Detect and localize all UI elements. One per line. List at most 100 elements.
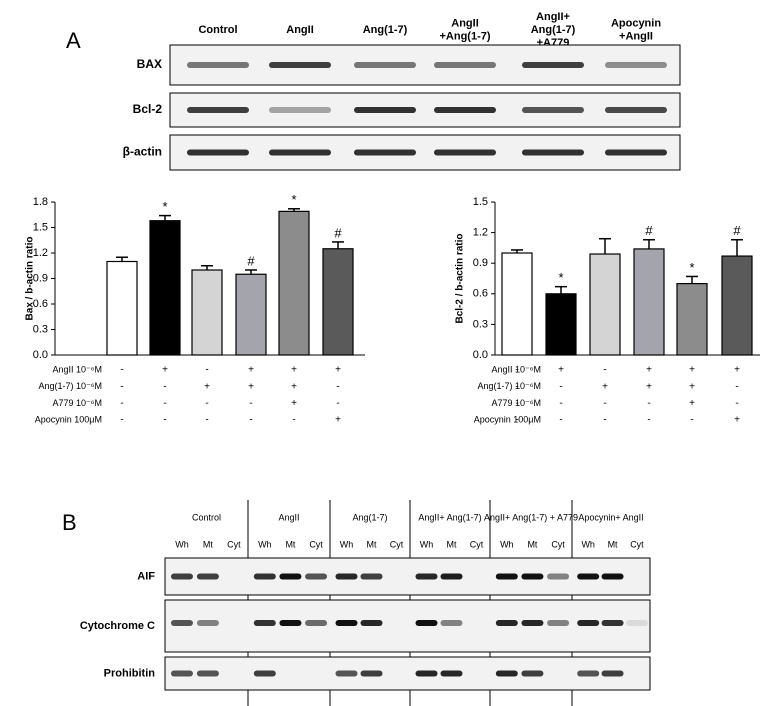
treatment-sign: + <box>291 398 297 409</box>
blot-band <box>601 670 624 677</box>
group-header: AngII+ Ang(1-7) + A779 <box>484 512 578 522</box>
blot-box <box>169 44 681 86</box>
treatment-label: Apocynin 100μM <box>474 414 541 424</box>
treatment-sign: - <box>559 398 562 409</box>
significance-mark: * <box>291 192 296 207</box>
blot-band <box>196 620 219 626</box>
y-axis-label: Bax / b-actin ratio <box>25 237 36 321</box>
treatment-sign: - <box>249 398 252 409</box>
subcolumn-header: Cyt <box>227 539 241 549</box>
y-tick-label: 1.2 <box>473 227 488 239</box>
treatment-label: Ang(1-7) 10⁻⁶M <box>478 381 541 391</box>
subcolumn-header: Wh <box>581 539 595 549</box>
bar <box>149 220 181 356</box>
bar <box>721 255 753 356</box>
blot-band <box>354 107 416 113</box>
subcolumn-header: Wh <box>500 539 514 549</box>
blot-band <box>522 107 584 113</box>
blot-band <box>577 620 600 626</box>
blot-band <box>605 107 667 113</box>
subcolumn-header: Wh <box>340 539 354 549</box>
bar <box>278 210 310 356</box>
y-tick-label: 0.9 <box>33 272 48 284</box>
treatment-sign: - <box>515 381 518 392</box>
row-label: Cytochrome C <box>80 620 155 632</box>
treatment-sign: - <box>735 381 738 392</box>
blot-band <box>434 149 496 156</box>
treatment-sign: - <box>205 365 208 376</box>
significance-mark: # <box>733 223 741 238</box>
treatment-label: Ang(1-7) 10⁻⁶M <box>39 381 102 391</box>
blot-band <box>547 620 570 626</box>
blot-band <box>196 573 219 580</box>
treatment-sign: - <box>292 415 295 426</box>
subcolumn-header: Cyt <box>390 539 404 549</box>
blot-band <box>360 620 383 626</box>
lane-header: +Ang(1-7) <box>439 30 490 42</box>
treatment-sign: + <box>335 415 341 426</box>
blot-box <box>164 557 651 596</box>
blot-band <box>170 573 193 580</box>
treatment-sign: - <box>559 415 562 426</box>
treatment-sign: + <box>602 381 608 392</box>
bar <box>501 252 533 356</box>
treatment-sign: + <box>646 381 652 392</box>
panel-label: B <box>62 510 77 535</box>
blot-band <box>279 573 302 580</box>
treatment-sign: + <box>291 381 297 392</box>
group-header: Ang(1-7) <box>352 512 387 522</box>
blot-band <box>601 620 624 626</box>
y-tick-label: 0.0 <box>473 349 488 361</box>
treatment-sign: + <box>646 365 652 376</box>
blot-band <box>253 573 276 580</box>
blot-band <box>440 573 463 580</box>
subcolumn-header: Mt <box>367 539 377 549</box>
treatment-sign: - <box>647 415 650 426</box>
treatment-sign: - <box>690 415 693 426</box>
treatment-sign: - <box>515 365 518 376</box>
treatment-sign: + <box>689 365 695 376</box>
treatment-label: AngII 10⁻⁶M <box>53 364 102 374</box>
group-header: Control <box>192 512 221 522</box>
treatment-label: A779 10⁻⁶M <box>53 398 102 408</box>
lane-header: +AngII <box>619 30 653 42</box>
subcolumn-header: Mt <box>285 539 295 549</box>
treatment-sign: + <box>689 398 695 409</box>
treatment-sign: + <box>162 365 168 376</box>
bar <box>545 293 577 356</box>
panel-label: A <box>66 28 81 53</box>
y-tick-label: 0.6 <box>473 288 488 300</box>
blot-band <box>440 620 463 626</box>
group-header: Apocynin+ AngII <box>578 512 643 522</box>
subcolumn-header: Mt <box>608 539 618 549</box>
lane-header: AngII <box>286 24 314 36</box>
blot-box <box>164 599 651 653</box>
treatment-sign: - <box>735 398 738 409</box>
subcolumn-header: Cyt <box>309 539 323 549</box>
blot-band <box>415 573 438 580</box>
bar <box>633 248 665 356</box>
treatment-label: Apocynin 100μM <box>35 414 102 424</box>
blot-band <box>521 573 544 580</box>
blot-band <box>187 149 249 156</box>
treatment-sign: - <box>249 415 252 426</box>
treatment-sign: - <box>559 381 562 392</box>
blot-band <box>335 620 358 626</box>
significance-mark: # <box>247 253 255 268</box>
treatment-sign: - <box>163 398 166 409</box>
significance-mark: * <box>689 260 694 275</box>
treatment-sign: - <box>120 381 123 392</box>
y-tick-label: 0.3 <box>473 318 488 330</box>
blot-band <box>577 670 600 677</box>
group-header: AngII+ Ang(1-7) <box>418 512 481 522</box>
blot-band <box>577 573 600 580</box>
y-tick-label: 0.6 <box>33 298 48 310</box>
group-header: AngII <box>278 512 299 522</box>
y-tick-label: 0.0 <box>33 349 48 361</box>
blot-band <box>521 620 544 626</box>
blot-band <box>253 620 276 626</box>
y-tick-label: 1.5 <box>473 196 488 208</box>
blot-band <box>354 62 416 68</box>
row-label: AIF <box>137 570 155 582</box>
